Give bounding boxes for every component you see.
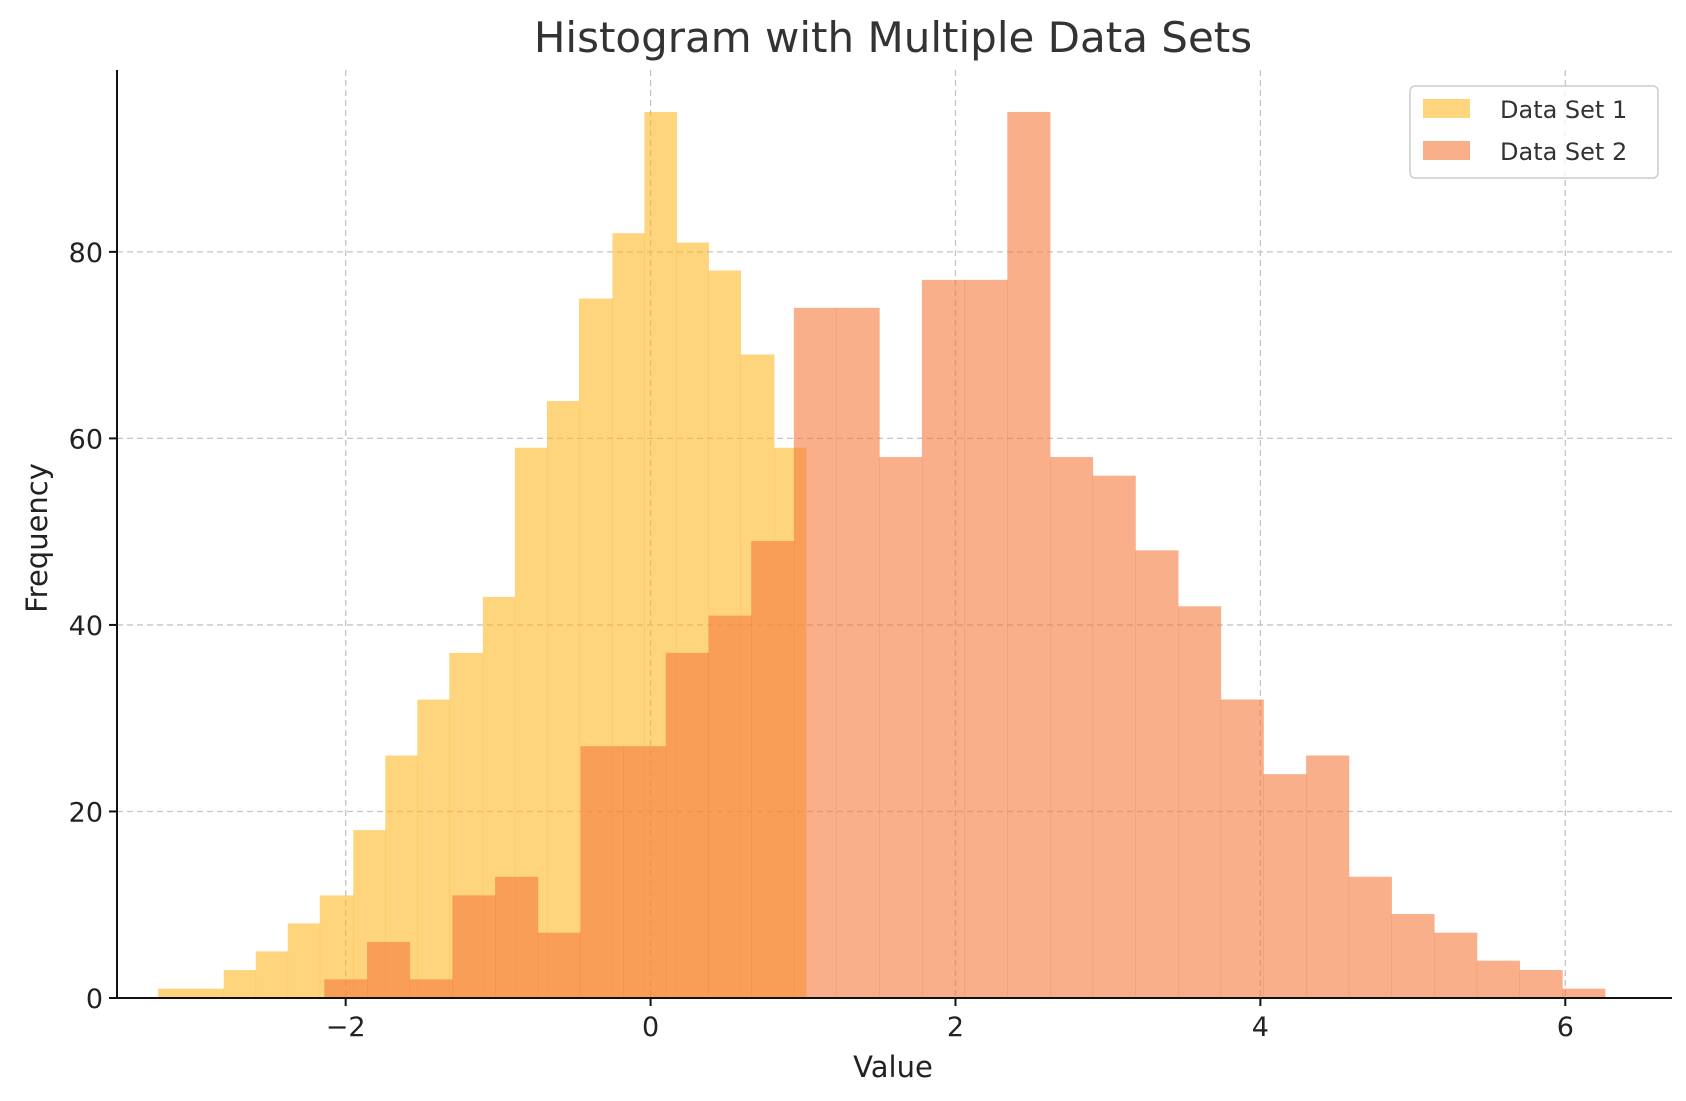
histogram-bar <box>158 988 225 998</box>
histogram-bar <box>495 876 539 998</box>
x-tick-label: −2 <box>326 1012 366 1043</box>
histogram-bar <box>324 979 368 998</box>
histogram-bars <box>158 111 1606 999</box>
y-axis-title: Frequency <box>20 463 54 613</box>
histogram-bar <box>1178 606 1222 998</box>
histogram-bar <box>836 307 880 999</box>
histogram-bar <box>367 942 411 998</box>
histogram-bar <box>223 970 257 998</box>
histogram-bar <box>287 923 321 998</box>
histogram-bar <box>793 307 837 999</box>
y-tick-label: 80 <box>69 238 103 269</box>
histogram-bar <box>1050 457 1094 998</box>
legend-label-data-set-2: Data Set 2 <box>1500 138 1627 166</box>
histogram-bar <box>1306 755 1350 998</box>
histogram-bar <box>665 652 709 998</box>
y-tick-label: 20 <box>69 797 103 828</box>
x-tick-label: 0 <box>642 1012 659 1043</box>
histogram-bar <box>1391 914 1435 998</box>
histogram-bar <box>452 895 496 998</box>
legend-frame <box>1409 85 1659 179</box>
histogram-bar <box>708 615 752 998</box>
histogram-bar <box>1007 111 1051 998</box>
x-tick-label: 2 <box>947 1012 964 1043</box>
histogram-bar <box>623 746 667 998</box>
legend-label-data-set-1: Data Set 1 <box>1500 96 1627 124</box>
x-axis-title: Value <box>853 1050 933 1084</box>
histogram-bar <box>879 457 923 998</box>
y-tick-label: 40 <box>69 611 103 642</box>
histogram-bar <box>1434 932 1478 998</box>
legend-swatch-data-set-2 <box>1423 141 1470 160</box>
histogram-bar <box>1476 960 1520 998</box>
histogram-bar <box>1519 970 1563 998</box>
histogram-bar <box>417 699 450 998</box>
histogram-bar <box>921 279 966 998</box>
x-tick-label: 6 <box>1557 1012 1574 1043</box>
legend-swatch-data-set-1 <box>1423 99 1470 118</box>
chart-title: Histogram with Multiple Data Sets <box>534 13 1252 62</box>
histogram-bar <box>537 932 581 998</box>
legend: Data Set 1 Data Set 2 <box>1409 85 1659 179</box>
histogram-bar <box>1220 699 1264 998</box>
histogram-bar <box>409 979 453 998</box>
histogram-bar <box>1092 475 1136 998</box>
histogram-bar <box>1135 550 1179 998</box>
histogram-bar <box>580 746 624 998</box>
histogram-bar <box>1348 876 1392 998</box>
x-tick-label: 4 <box>1252 1012 1269 1043</box>
histogram-bar <box>1562 988 1606 998</box>
histogram-bar <box>546 401 580 999</box>
histogram-bar <box>751 540 795 998</box>
histogram-bar <box>964 279 1008 998</box>
y-tick-label: 60 <box>69 424 103 455</box>
histogram-bar <box>1263 774 1307 998</box>
y-tick-label: 0 <box>86 984 103 1015</box>
series-2-bars <box>324 111 1606 999</box>
histogram-bar <box>255 951 289 998</box>
